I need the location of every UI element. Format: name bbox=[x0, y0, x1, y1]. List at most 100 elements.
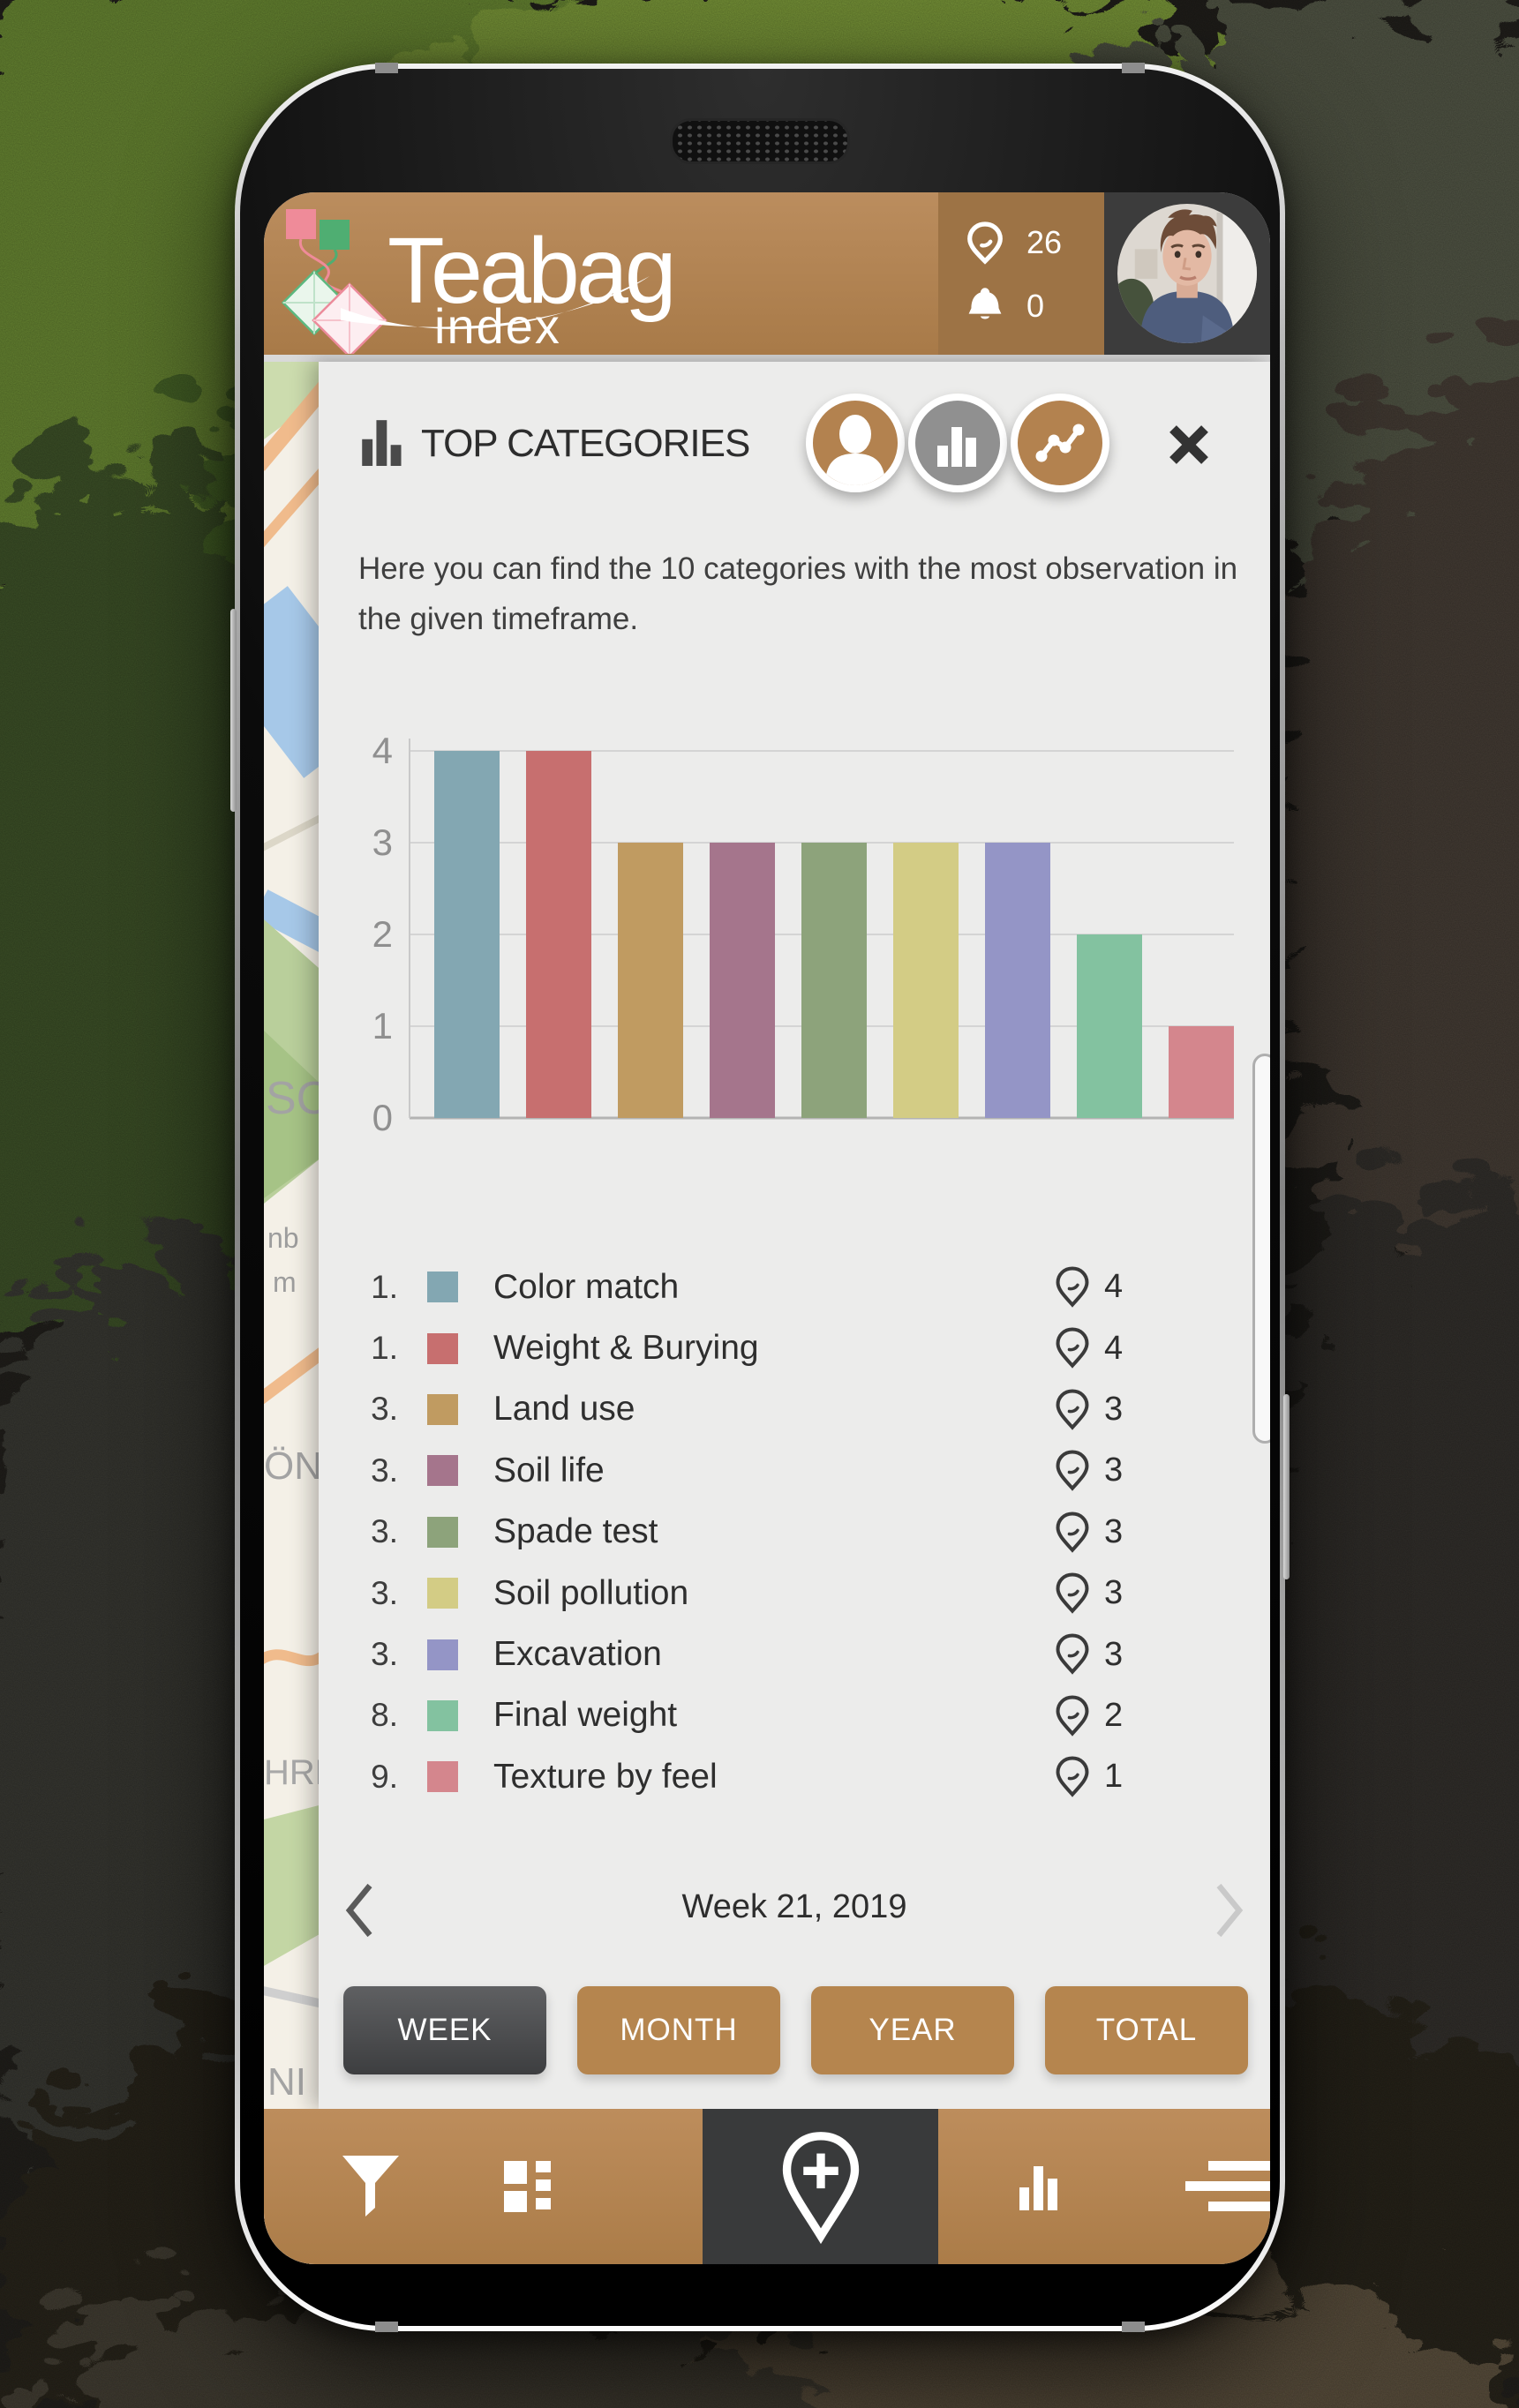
bottom-navigation bbox=[264, 2109, 1270, 2264]
color-swatch bbox=[427, 1578, 458, 1609]
bell-icon bbox=[968, 288, 1002, 319]
location-pin-icon bbox=[1056, 1450, 1089, 1491]
color-swatch bbox=[427, 1761, 458, 1793]
notification-count: 0 bbox=[1026, 288, 1045, 324]
volume-button[interactable] bbox=[230, 609, 237, 812]
bar-chart-view-button[interactable] bbox=[908, 394, 1007, 492]
antenna-band bbox=[1122, 63, 1145, 73]
svg-text:SC: SC bbox=[266, 1073, 326, 1124]
chart-bar bbox=[434, 751, 500, 1118]
svg-text:ÖN: ÖN bbox=[264, 1444, 322, 1488]
chart-bar bbox=[1077, 934, 1142, 1118]
rank: 1. bbox=[371, 1330, 398, 1367]
green-tag bbox=[320, 220, 350, 250]
bar-chart-icon bbox=[362, 420, 402, 466]
y-axis-tick: 1 bbox=[372, 1005, 393, 1046]
svg-text:HRE: HRE bbox=[264, 1753, 326, 1792]
observation-counter[interactable]: 26 bbox=[938, 221, 1104, 265]
close-icon[interactable] bbox=[1164, 420, 1214, 469]
category-label: Soil pollution bbox=[493, 1573, 689, 1612]
panel-description: Here you can find the 10 categories with… bbox=[358, 551, 1238, 636]
category-label: Spade test bbox=[493, 1512, 658, 1551]
antenna-band bbox=[375, 63, 398, 73]
location-pin-icon bbox=[1056, 1756, 1089, 1797]
trend-view-button[interactable] bbox=[1011, 394, 1109, 492]
list-item[interactable]: 8. Final weight 2 bbox=[319, 1685, 1270, 1746]
chevron-right-icon[interactable] bbox=[1214, 1881, 1245, 1939]
avatar-section bbox=[1104, 192, 1270, 355]
avatar[interactable] bbox=[1117, 204, 1257, 343]
list-item[interactable]: 3. Land use 3 bbox=[319, 1379, 1270, 1440]
svg-text:nb: nb bbox=[267, 1222, 299, 1254]
speaker-grille bbox=[670, 118, 850, 164]
list-item[interactable]: 3. Soil life 3 bbox=[319, 1440, 1270, 1501]
power-button[interactable] bbox=[1283, 1394, 1290, 1579]
observation-count: 4 bbox=[1104, 1329, 1124, 1367]
chart-bar bbox=[710, 843, 775, 1118]
location-pin-icon bbox=[1056, 1572, 1089, 1614]
y-axis-tick: 2 bbox=[372, 913, 393, 955]
bar-chart-icon[interactable] bbox=[1019, 2161, 1060, 2212]
category-label: Excavation bbox=[493, 1635, 662, 1674]
color-swatch bbox=[427, 1332, 458, 1364]
location-pin-icon bbox=[1056, 1512, 1089, 1553]
list-item[interactable]: 3. Excavation 3 bbox=[319, 1624, 1270, 1684]
color-swatch bbox=[427, 1393, 458, 1425]
period-button-total[interactable]: TOTAL bbox=[1045, 1986, 1248, 2074]
color-swatch bbox=[427, 1455, 458, 1487]
location-pin-icon bbox=[1056, 1266, 1089, 1308]
observation-count: 3 bbox=[1104, 1574, 1124, 1612]
observation-count: 1 bbox=[1104, 1758, 1124, 1796]
menu-icon[interactable] bbox=[1185, 2161, 1270, 2212]
svg-text:m: m bbox=[273, 1266, 297, 1298]
panel-title: TOP CATEGORIES bbox=[421, 422, 750, 465]
rank: 3. bbox=[371, 1636, 398, 1673]
svg-text:NI: NI bbox=[267, 2060, 306, 2104]
list-item[interactable]: 9. Texture by feel 1 bbox=[319, 1746, 1270, 1807]
observation-count: 4 bbox=[1104, 1268, 1124, 1306]
list-item[interactable]: 3. Soil pollution 3 bbox=[319, 1563, 1270, 1624]
period-button-month[interactable]: MONTH bbox=[577, 1986, 780, 2074]
color-swatch bbox=[427, 1699, 458, 1731]
app-logo[interactable]: Teabag index bbox=[264, 192, 938, 355]
chart-bar bbox=[893, 843, 959, 1118]
location-pin-icon bbox=[1056, 1633, 1089, 1676]
list-item[interactable]: 1. Color match 4 bbox=[319, 1257, 1270, 1317]
phone-bezel: SC nb m ÖN HRE NI bbox=[240, 69, 1280, 2326]
chart-bar bbox=[985, 843, 1050, 1118]
location-pin-icon bbox=[1056, 1327, 1089, 1369]
color-swatch bbox=[427, 1639, 458, 1670]
period-button-year[interactable]: YEAR bbox=[811, 1986, 1014, 2074]
chart-bar bbox=[526, 751, 591, 1118]
chart-bar bbox=[618, 843, 683, 1118]
add-location-icon[interactable] bbox=[775, 2125, 867, 2248]
observation-count: 3 bbox=[1104, 1635, 1124, 1673]
top-categories-panel: TOP CATEGORIES bbox=[319, 362, 1270, 2109]
chevron-left-icon[interactable] bbox=[343, 1881, 375, 1939]
period-selector: WEEK MONTH YEAR TOTAL bbox=[343, 1986, 1248, 2074]
category-label: Texture by feel bbox=[493, 1757, 718, 1796]
person-view-button[interactable] bbox=[806, 394, 905, 492]
add-observation-section bbox=[703, 2109, 938, 2264]
list-item[interactable]: 3. Spade test 3 bbox=[319, 1502, 1270, 1563]
rank: 9. bbox=[371, 1758, 398, 1795]
location-pin-icon bbox=[1056, 1389, 1089, 1430]
category-label: Color match bbox=[493, 1267, 680, 1306]
filter-icon[interactable] bbox=[342, 2155, 400, 2218]
category-label: Soil life bbox=[493, 1451, 605, 1489]
dashboard-icon[interactable] bbox=[504, 2157, 553, 2216]
rank: 3. bbox=[371, 1452, 398, 1489]
y-axis-tick: 3 bbox=[372, 821, 393, 863]
observation-count: 26 bbox=[1026, 224, 1063, 260]
scrollbar[interactable] bbox=[1252, 1054, 1270, 1444]
observation-count: 2 bbox=[1104, 1696, 1124, 1734]
map-background[interactable]: SC nb m ÖN HRE NI bbox=[264, 355, 326, 2264]
rank: 3. bbox=[371, 1391, 398, 1428]
logo-subtitle: index bbox=[434, 298, 561, 354]
notification-counter[interactable]: 0 bbox=[938, 286, 1104, 326]
list-item[interactable]: 1. Weight & Burying 4 bbox=[319, 1317, 1270, 1378]
period-button-week[interactable]: WEEK bbox=[343, 1986, 546, 2074]
phone-frame: SC nb m ÖN HRE NI bbox=[230, 63, 1290, 2332]
rank: 8. bbox=[371, 1697, 398, 1734]
observation-count: 3 bbox=[1104, 1390, 1124, 1428]
